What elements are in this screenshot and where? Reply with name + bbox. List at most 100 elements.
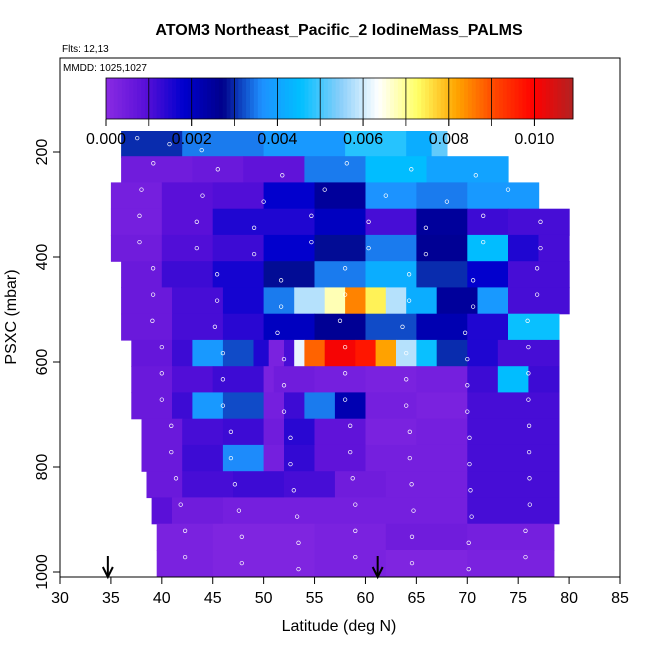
heatmap-cell	[365, 444, 468, 472]
heatmap-cell	[467, 471, 560, 499]
colorbar-swatch	[160, 78, 165, 119]
colorbar-swatch	[460, 78, 465, 119]
sample-point	[309, 213, 314, 218]
sample-point	[406, 272, 412, 277]
colorbar-swatch	[530, 78, 535, 119]
heatmap-cell	[304, 339, 326, 367]
heatmap-cells	[110, 131, 570, 577]
colorbar-swatch	[358, 78, 364, 119]
heatmap-cell	[141, 444, 183, 472]
heatmap-cell	[233, 471, 285, 499]
heatmap-cell	[416, 339, 438, 367]
heatmap-cell	[131, 339, 173, 367]
colorbar-swatch	[179, 78, 185, 119]
heatmap-cell	[222, 497, 316, 525]
colorbar-swatch	[541, 78, 547, 119]
sample-point	[348, 423, 353, 428]
heatmap-cell	[222, 313, 265, 341]
sample-point	[212, 324, 218, 329]
chart-title: ATOM3 Northeast_Pacific_2 IodineMass_PAL…	[155, 22, 523, 39]
heatmap-cell	[182, 471, 234, 499]
heatmap-cell	[212, 550, 316, 577]
heatmap-cell	[365, 366, 417, 394]
heatmap-cell	[467, 182, 540, 210]
heatmap-cell	[304, 392, 336, 420]
colorbar-swatch	[510, 78, 516, 119]
sample-point	[220, 377, 226, 382]
colorbar-swatch	[176, 78, 181, 119]
heatmap-cell	[263, 418, 285, 446]
heatmap-cell	[263, 313, 316, 341]
heatmap-cell	[324, 339, 356, 367]
heatmap-cell	[431, 131, 448, 158]
colorbar-swatch	[285, 78, 290, 119]
colorbar-swatch	[238, 78, 243, 119]
colorbar-swatch	[526, 78, 531, 119]
sample-point	[236, 508, 242, 513]
colorbar-swatch	[502, 78, 508, 119]
heatmap-cell	[284, 339, 295, 367]
colorbar-swatch	[569, 78, 574, 119]
colorbar-swatch	[464, 78, 469, 119]
colorbar-swatch	[246, 78, 251, 119]
sample-point	[400, 324, 405, 329]
colorbar-tick-label: 0.000	[86, 131, 126, 148]
heatmap-cell	[314, 313, 366, 341]
colorbar-swatch	[452, 78, 457, 119]
colorbar-swatch	[288, 78, 294, 119]
sample-point	[228, 429, 234, 434]
sample-point	[342, 397, 348, 402]
sample-point	[194, 219, 199, 224]
heatmap-cell	[497, 366, 529, 394]
dates-label: MMDD: 1025,1027	[63, 63, 147, 74]
heatmap-cell	[121, 156, 193, 184]
sample-point	[406, 298, 412, 303]
heatmap-cell	[263, 392, 285, 420]
colorbar-swatch	[230, 78, 235, 119]
colorbar-swatch	[121, 78, 126, 119]
colorbar-swatch	[401, 78, 407, 119]
heatmap-cell	[497, 339, 560, 367]
colorbar-swatch	[300, 78, 305, 119]
x-tick-label: 75	[509, 590, 527, 607]
colorbar-swatch	[339, 78, 344, 119]
heatmap-cell	[222, 418, 265, 446]
sample-point	[137, 239, 142, 245]
colorbar-swatch	[133, 78, 138, 119]
sample-point	[214, 298, 220, 303]
colorbar-swatch	[214, 78, 220, 119]
x-tick-label: 85	[611, 590, 629, 607]
sample-point	[526, 423, 532, 428]
colorbar-swatch	[506, 78, 512, 119]
heatmap-cell	[212, 366, 265, 394]
heatmap-cell	[212, 523, 316, 551]
x-tick-label: 70	[458, 590, 476, 607]
sample-point	[467, 461, 472, 467]
heatmap-cell	[110, 234, 163, 262]
colorbar-swatch	[417, 78, 422, 119]
heatmap-cell	[467, 497, 560, 525]
heatmap-cell	[304, 156, 367, 184]
colorbar-swatch	[553, 78, 558, 119]
y-tick-label: 400	[34, 244, 51, 271]
heatmap-cell	[222, 339, 254, 367]
heatmap-cell	[121, 131, 183, 158]
colorbar-swatch	[308, 78, 313, 119]
sample-point	[470, 278, 476, 283]
sample-point	[288, 435, 293, 440]
sample-point	[135, 135, 140, 141]
heatmap-cell	[222, 392, 265, 420]
colorbar-swatch	[386, 78, 391, 119]
sample-point	[534, 292, 540, 297]
colorbar-swatch	[471, 78, 477, 119]
sample-point	[523, 528, 528, 533]
x-tick-label: 65	[407, 590, 425, 607]
heatmap-cell	[467, 444, 560, 472]
heatmap-cell	[396, 339, 417, 367]
colorbar-swatch	[172, 78, 177, 119]
sample-point	[404, 350, 409, 356]
heatmap-cell	[365, 418, 417, 446]
sample-point	[169, 449, 174, 455]
heatmap-cell	[385, 287, 407, 315]
colorbar-swatch	[125, 78, 130, 119]
